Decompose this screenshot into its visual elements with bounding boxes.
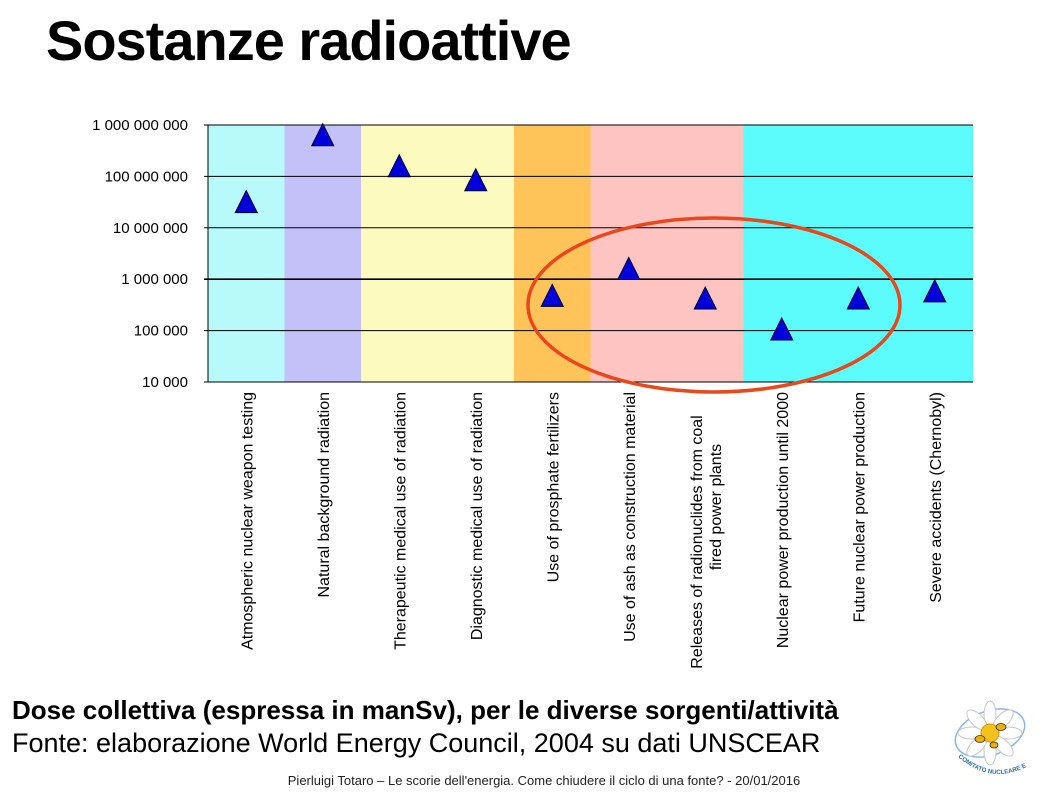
data-marker-2 [387,153,412,178]
x-tick-label-9: Severe accidents (Chernobyl) [928,392,945,603]
category-band-1 [284,125,361,382]
x-tick-label-5: Use of ash as construction material [622,392,639,642]
data-marker-5 [616,256,641,280]
bee-icon [974,723,1007,749]
data-marker-1 [310,122,335,147]
y-tick-label: 100 000 000 [105,168,188,185]
x-tick-text: Use of prosphate fertilizers [545,392,562,582]
slide-title: Sostanze radioattive [46,9,572,72]
x-tick-text: Diagnostic medical use of radiation [469,392,486,640]
x-tick-label-4: Use of prosphate fertilizers [545,392,562,582]
daisy-icon: COMITATO NUCLEARE E RAGIONE [952,693,1027,776]
x-tick-label-2: Therapeutic medical use of radiation [392,392,409,650]
data-marker-0 [234,189,259,214]
data-marker-8 [846,285,871,310]
y-tick-label: 100 000 [134,323,188,340]
x-tick-label-8: Future nuclear power production [851,392,868,622]
x-tick-label-3: Diagnostic medical use of radiation [469,392,486,640]
y-tick-label: 10 000 000 [113,220,188,237]
daisy-logo: COMITATO NUCLEARE E RAGIONE [952,693,1027,776]
data-marker-4 [540,283,565,307]
x-tick-text: Therapeutic medical use of radiation [392,392,409,650]
category-band-4 [590,125,744,382]
category-band-3 [514,125,591,382]
source-note: Fonte: elaborazione World Energy Council… [12,728,821,758]
y-tick-label: 1 000 000 [121,271,188,288]
x-tick-label-1: Natural background radiation [316,392,333,597]
data-marker-6 [693,285,718,310]
x-tick-label-6: Releases of radionuclides from coal fired… [689,415,725,668]
x-tick-text: Future nuclear power production [851,392,868,622]
x-tick-text: Natural background radiation [316,392,333,597]
x-tick-text: Releases of radionuclides from coal [689,415,706,668]
x-tick-label-7: Nuclear power production until 2000 [775,392,792,648]
data-marker-9 [922,278,947,303]
x-tick-text: fired power plants [708,444,725,570]
category-band-5 [743,125,973,382]
data-marker-3 [463,167,488,192]
chart-caption: Dose collettiva (espressa in manSv), per… [12,695,839,725]
category-band-0 [208,125,285,382]
x-tick-text: Use of ash as construction material [622,392,639,642]
highlight-ellipse [526,216,902,394]
dose-chart: 10 000 100 000 1 000 000 10 000 000 100 000 … [92,117,973,669]
x-tick-label-0: Atmospheric nuclear weapon testing [239,392,256,650]
x-tick-text: Severe accidents (Chernobyl) [928,392,945,603]
slide-footer: Pierluigi Totaro – Le scorie dell'energi… [287,773,801,788]
data-marker-7 [769,316,794,341]
x-tick-text: Nuclear power production until 2000 [775,392,792,648]
category-band-2 [361,125,514,382]
y-tick-label: 1 000 000 000 [92,117,188,134]
x-tick-text: Atmospheric nuclear weapon testing [239,392,256,650]
y-tick-label: 10 000 [142,374,188,391]
